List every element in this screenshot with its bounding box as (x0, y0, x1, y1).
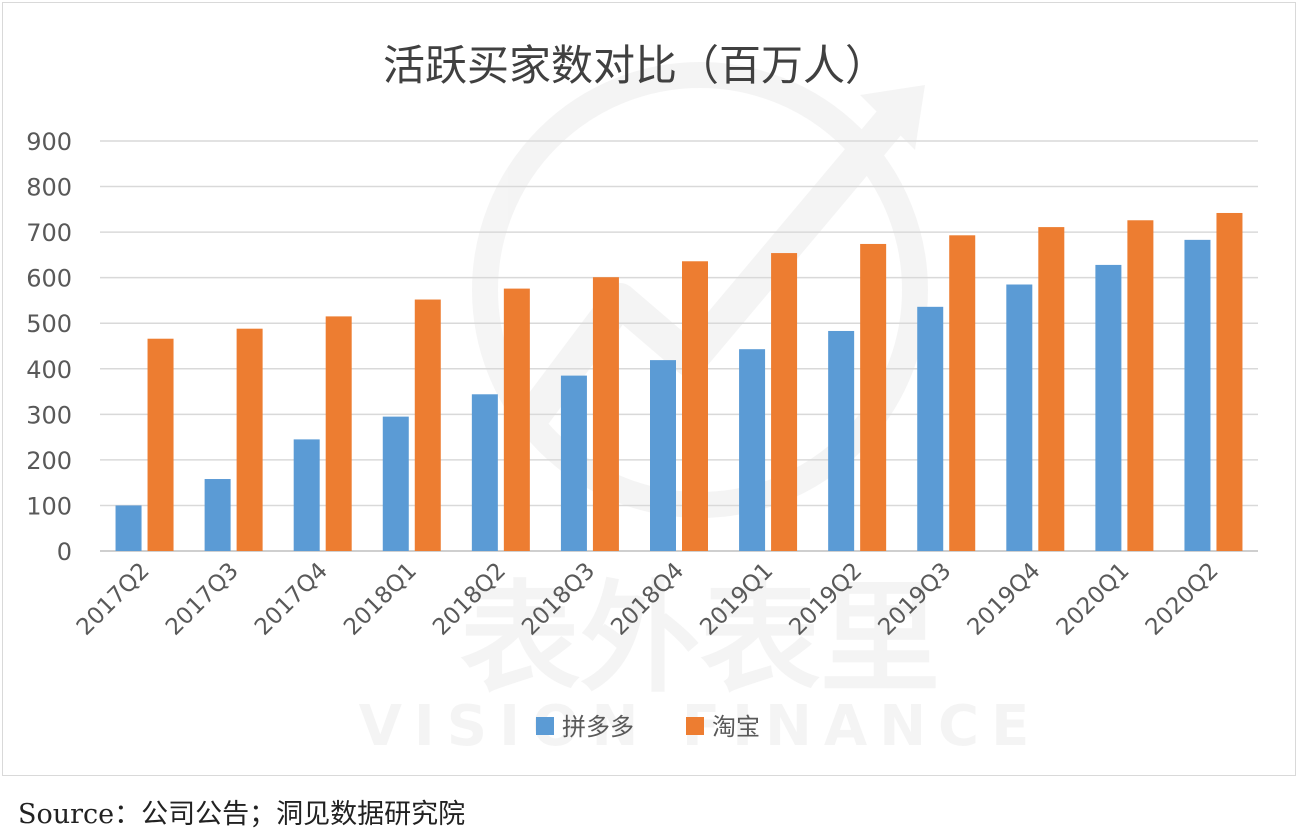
bar-pinduoduo (828, 330, 855, 551)
y-tick-label: 400 (26, 356, 72, 384)
x-tick-label: 2019Q4 (963, 558, 1046, 641)
legend-label-pinduoduo: 拼多多 (562, 713, 634, 741)
legend-swatch-taobao (686, 717, 704, 735)
y-tick-label: 200 (26, 447, 72, 475)
bar-pinduoduo (115, 505, 142, 551)
x-tick-label: 2017Q3 (161, 558, 244, 641)
y-tick-label: 900 (26, 128, 72, 156)
x-tick-label: 2018Q1 (339, 558, 422, 641)
bar-taobao (1216, 212, 1243, 551)
bar-taobao (1038, 227, 1065, 551)
bar-pinduoduo (560, 375, 587, 551)
bar-taobao (860, 243, 887, 551)
source-note: Source：公司公告；洞见数据研究院 (18, 799, 466, 830)
x-tick-label: 2017Q2 (72, 558, 155, 641)
bars (115, 212, 1243, 552)
bar-taobao (147, 338, 174, 551)
chart-frame (2, 2, 1296, 776)
legend-label-taobao: 淘宝 (712, 713, 760, 741)
y-tick-label: 100 (26, 492, 72, 520)
bar-pinduoduo (204, 479, 231, 551)
bar-pinduoduo (1095, 264, 1122, 551)
y-tick-label: 800 (26, 174, 72, 202)
x-tick-label: 2020Q1 (1052, 558, 1135, 641)
bar-pinduoduo (1006, 284, 1033, 551)
x-tick-label: 2020Q2 (1141, 558, 1224, 641)
bar-taobao (503, 288, 530, 551)
gridlines (100, 140, 1258, 552)
bar-taobao (1127, 220, 1154, 551)
legend: 拼多多 淘宝 (536, 713, 760, 741)
chart: 表外表里 VISION FINANCE 活跃买家数对比（百万人） 0100200… (26, 41, 1258, 741)
bar-taobao (236, 328, 263, 551)
bar-taobao (682, 261, 708, 551)
x-tick-label: 2017Q4 (250, 558, 333, 641)
legend-swatch-pinduoduo (536, 717, 554, 735)
y-tick-label: 300 (26, 401, 72, 429)
svg-text:表外表里: 表外表里 (460, 570, 940, 709)
bar-taobao (414, 299, 441, 551)
y-tick-label: 500 (26, 310, 72, 338)
bar-pinduoduo (739, 349, 766, 551)
bar-taobao (325, 316, 352, 551)
y-axis-ticks: 0 100 200 300 400 500 600 700 800 900 (26, 128, 72, 566)
bar-pinduoduo (1184, 239, 1211, 551)
bar-taobao (592, 277, 619, 551)
y-tick-label: 700 (26, 219, 72, 247)
bar-pinduoduo (650, 360, 676, 551)
bar-pinduoduo (917, 306, 944, 551)
bar-pinduoduo (293, 439, 320, 551)
chart-title: 活跃买家数对比（百万人） (383, 41, 887, 90)
y-tick-label: 0 (57, 538, 72, 566)
bar-taobao (771, 253, 798, 552)
bar-pinduoduo (382, 416, 409, 551)
y-tick-label: 600 (26, 265, 72, 293)
bar-pinduoduo (471, 394, 498, 551)
bar-taobao (949, 235, 976, 552)
